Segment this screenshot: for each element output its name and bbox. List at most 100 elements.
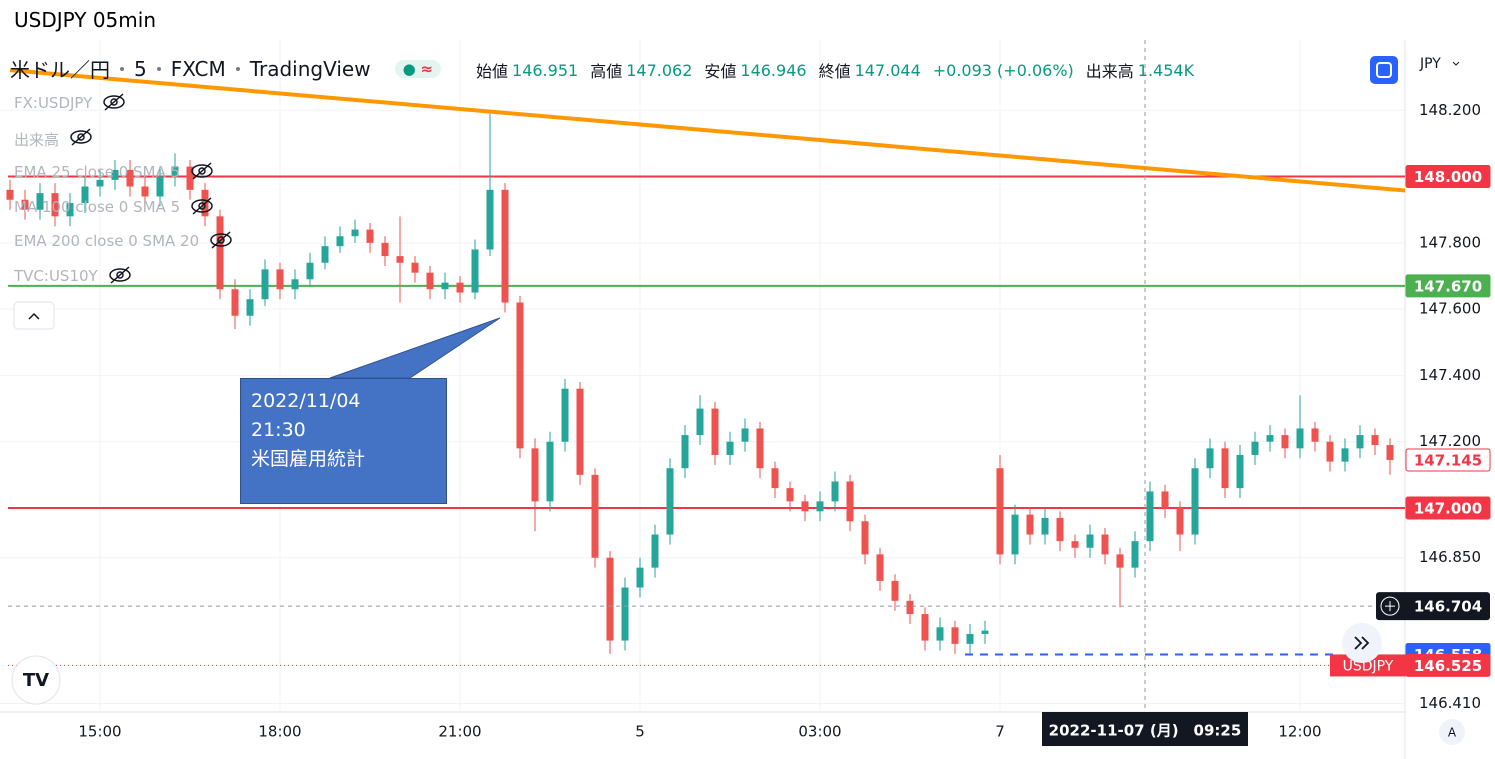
hline-label-box <box>1405 274 1491 298</box>
candle-body <box>516 302 524 449</box>
candle-body <box>591 474 599 558</box>
candle-body <box>741 428 749 442</box>
page-title: USDJPY 05min <box>14 8 156 32</box>
indicator[interactable]: FX:USDJPY <box>14 93 126 112</box>
candle-body <box>906 600 914 615</box>
candle-body <box>216 216 224 290</box>
chevron <box>1452 61 1460 66</box>
candle-body <box>66 203 74 217</box>
candle-body <box>171 166 179 177</box>
hidden-icon[interactable] <box>108 265 132 284</box>
candle-body <box>1056 517 1064 542</box>
candle-body <box>1161 491 1169 508</box>
candle-body <box>1251 441 1259 455</box>
y-tick-label: 147.400 <box>1419 366 1481 384</box>
ohlc-label: 始値 <box>476 62 509 81</box>
ohlc-value: 146.946 <box>740 60 807 80</box>
candle-body <box>6 189 14 200</box>
candle-body <box>696 408 704 436</box>
candle-body <box>981 630 989 634</box>
compare-name-box <box>1330 654 1406 677</box>
candle-body <box>156 176 164 197</box>
candle-body <box>936 627 944 641</box>
candle-body <box>756 428 764 469</box>
candle-body <box>381 242 389 257</box>
indicator[interactable]: EMA 25 close 0 SMA 5 <box>14 162 213 181</box>
ohlc-value: 147.062 <box>626 60 693 80</box>
interval: 5 <box>134 56 147 81</box>
scroll-icon <box>1354 636 1370 650</box>
tv-logo-mark: TV <box>23 670 49 691</box>
symbol: 米ドル／円 <box>10 58 110 82</box>
last-price-label: 147.145 <box>1414 451 1482 469</box>
candle-body <box>1386 445 1394 460</box>
indicator[interactable]: TVC:US10Y <box>14 265 131 285</box>
x-tick-label: 7 <box>995 723 1005 741</box>
candle-body <box>546 441 554 502</box>
crosshair-plus[interactable] <box>1380 596 1400 616</box>
candle-body <box>1026 514 1034 535</box>
ohlc-value: 146.951 <box>512 60 579 80</box>
candle-body <box>771 468 779 489</box>
indicator[interactable]: EMA 200 close 0 SMA 20 <box>14 231 232 250</box>
x-tick-label: 18:00 <box>258 723 301 741</box>
candle-body <box>621 587 629 641</box>
hidden-icon[interactable] <box>190 162 214 180</box>
candle-body <box>291 279 299 290</box>
candle-body <box>1356 435 1364 449</box>
candle-body <box>1191 468 1199 535</box>
candle-body <box>246 299 254 316</box>
crosshair-time-box <box>1042 712 1248 746</box>
candle-body <box>996 468 1004 555</box>
annotation-pointer <box>329 317 501 379</box>
candle-body <box>876 554 884 581</box>
candle-body <box>366 229 374 243</box>
source: TradingView <box>249 56 371 81</box>
hline-label-box <box>1405 496 1491 520</box>
indicator[interactable]: 出来高 <box>14 127 92 150</box>
candle-body <box>561 388 569 442</box>
candle-body <box>606 557 614 641</box>
candle-body <box>966 633 974 644</box>
hidden-icon[interactable] <box>102 93 126 111</box>
hline-label: 148.000 <box>1414 168 1482 186</box>
candle-body <box>1146 491 1154 542</box>
symbol-legend: 米ドル／円 5 FXCM TradingView ● ≈ <box>10 54 441 83</box>
y-tick-label: 146.410 <box>1419 694 1481 712</box>
candle-body <box>276 269 284 290</box>
exchange: FXCM <box>170 56 226 81</box>
collapse-button[interactable] <box>13 301 55 330</box>
candle-body <box>501 189 509 303</box>
candle-body <box>531 448 539 502</box>
candle-body <box>231 289 239 316</box>
candle-body <box>336 236 344 247</box>
hline-label-box <box>1405 165 1491 189</box>
tv-logo[interactable] <box>11 655 61 705</box>
candle-body <box>921 614 929 641</box>
hidden-icon[interactable] <box>190 196 214 215</box>
candle-body <box>456 282 464 293</box>
candle-body <box>1101 534 1109 555</box>
y-tick-label: 147.800 <box>1419 233 1481 251</box>
hline-label: 147.000 <box>1414 499 1482 517</box>
candle-body <box>651 534 659 568</box>
auto-scale-button[interactable] <box>1439 719 1465 745</box>
hidden-icon[interactable] <box>209 231 233 249</box>
indicator[interactable]: MA 100 close 0 SMA 5 <box>14 196 213 216</box>
candle-body <box>486 189 494 250</box>
market-status[interactable]: ● ≈ <box>394 59 441 78</box>
ohlc-label: 高値 <box>590 62 623 81</box>
screenshot-button[interactable] <box>1370 56 1398 84</box>
candle-body <box>786 488 794 502</box>
candle-body <box>441 282 449 290</box>
volume-label: 出来高 <box>1085 62 1134 81</box>
y-tick-label: 147.600 <box>1419 300 1481 318</box>
currency-button[interactable]: JPY <box>1419 56 1441 72</box>
crosshair-plus-bg[interactable] <box>1376 592 1490 621</box>
candle-body <box>1071 541 1079 548</box>
hidden-icon[interactable] <box>69 127 93 146</box>
candle-body <box>861 521 869 555</box>
candle-body <box>471 249 479 293</box>
y-tick-label: 148.200 <box>1419 101 1481 119</box>
